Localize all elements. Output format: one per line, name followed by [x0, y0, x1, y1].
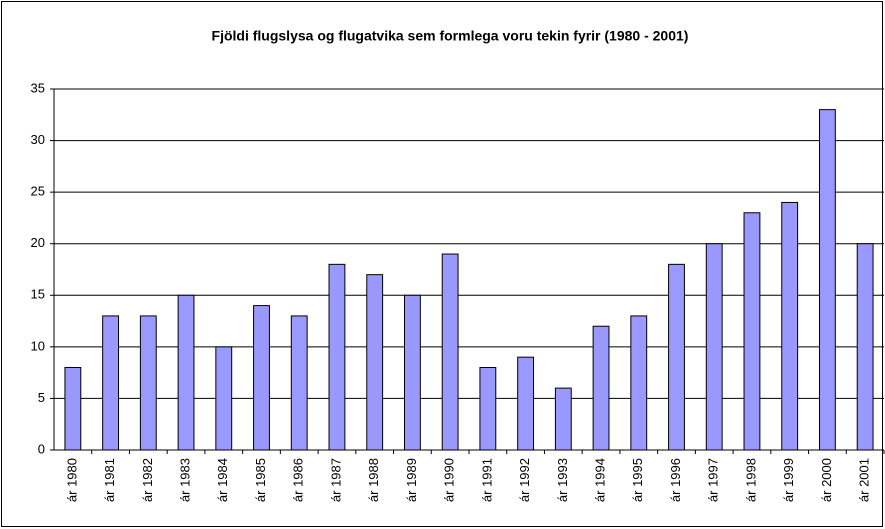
x-tick-label: ár 1985: [253, 458, 268, 502]
x-tick-label: ár 1982: [140, 458, 155, 502]
x-tick-label: ár 1996: [668, 458, 683, 502]
y-tick-label: 30: [31, 132, 45, 147]
x-tick-label: ár 1992: [517, 458, 532, 502]
y-tick-label: 35: [31, 80, 45, 95]
bar: [177, 294, 195, 451]
bar: [743, 212, 761, 451]
bar: [517, 356, 535, 451]
bar: [668, 263, 685, 451]
y-tick-label: 15: [31, 287, 45, 302]
bar: [366, 274, 384, 451]
bar: [290, 315, 308, 451]
bar: [856, 243, 874, 451]
x-tick-label: ár 1983: [177, 458, 192, 502]
bar: [102, 315, 120, 451]
bar: [479, 366, 497, 451]
bar: [630, 315, 648, 451]
x-tick-label: ár 1993: [555, 458, 570, 502]
y-tick-label: 25: [31, 184, 45, 199]
x-tick-label: ár 1997: [706, 458, 721, 502]
x-tick-label: ár 1989: [404, 458, 419, 502]
x-tick-label: ár 1995: [630, 458, 645, 502]
x-tick-label: ár 2001: [857, 458, 872, 502]
bar: [215, 346, 233, 451]
bar: [705, 243, 723, 451]
bar: [403, 294, 421, 451]
x-tick-label: ár 1980: [64, 458, 79, 502]
x-tick-label: ár 1998: [743, 458, 758, 502]
x-tick-label: ár 1984: [215, 458, 230, 502]
bar: [139, 315, 157, 451]
x-tick-label: ár 1994: [592, 458, 607, 502]
x-tick-label: ár 1999: [781, 458, 796, 502]
bar: [592, 325, 610, 451]
bar: [781, 201, 799, 451]
bar: [328, 263, 346, 451]
y-tick-label: 10: [31, 338, 45, 353]
y-tick-label: 20: [31, 235, 45, 250]
x-tick-label: ár 1986: [291, 458, 306, 502]
x-tick-label: ár 1990: [442, 458, 457, 502]
x-tick-label: ár 1988: [366, 458, 381, 502]
bar: [554, 387, 572, 451]
bar: [818, 109, 836, 451]
bar: [64, 366, 82, 451]
x-tick-label: ár 1981: [102, 458, 117, 502]
bar: [441, 253, 459, 451]
chart-title: Fjöldi flugslysa og flugatvika sem forml…: [212, 28, 689, 44]
bar: [253, 305, 270, 451]
y-tick-label: 5: [38, 390, 45, 405]
x-tick-label: ár 1987: [328, 458, 343, 502]
x-tick-label: ár 1991: [479, 458, 494, 502]
y-tick-label: 0: [38, 441, 45, 456]
x-tick-label: ár 2000: [819, 458, 834, 502]
